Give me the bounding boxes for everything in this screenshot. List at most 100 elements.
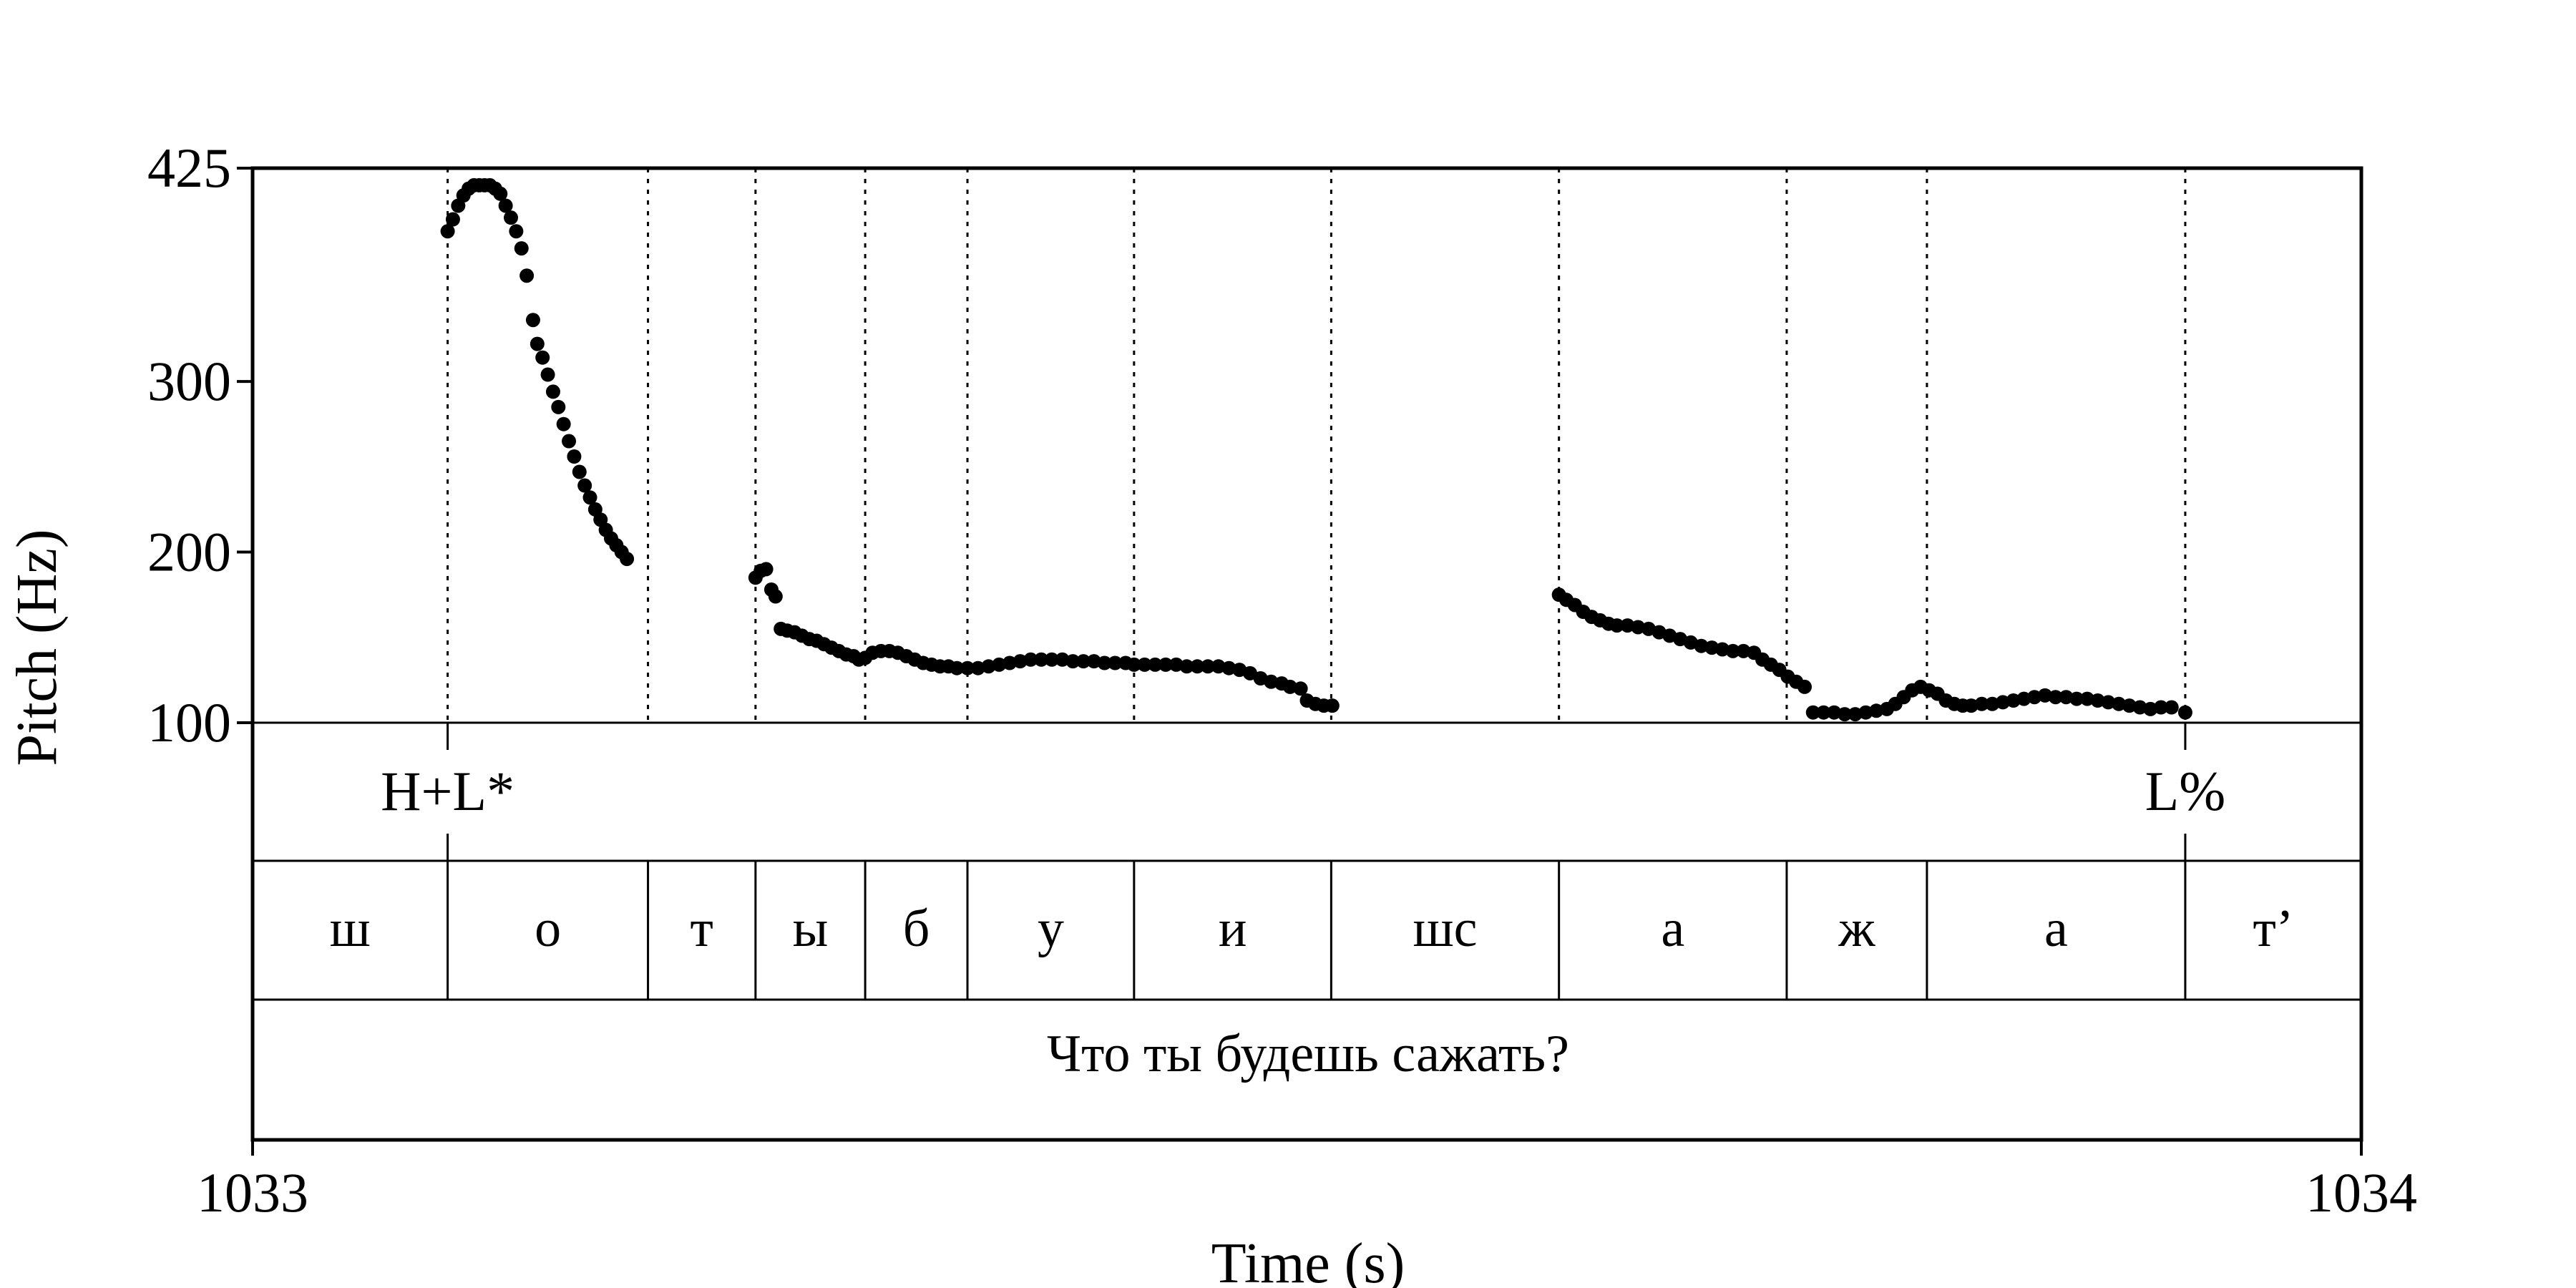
- pitch-point: [1996, 695, 2011, 710]
- pitch-point: [2143, 701, 2158, 716]
- pitch-point: [1797, 679, 1812, 694]
- tone-label: H+L*: [381, 760, 514, 822]
- x-axis-title: Time (s): [1211, 1232, 1405, 1288]
- pitch-point: [1211, 659, 1226, 674]
- segment-label: ш: [330, 899, 371, 958]
- segment-label: ж: [1838, 899, 1875, 958]
- pitch-point: [1620, 618, 1635, 633]
- pitch-point: [2122, 698, 2137, 713]
- y-axis-title: Pitch (Hz): [6, 529, 69, 766]
- pitch-point: [2037, 688, 2052, 703]
- pitch-point: [1985, 696, 2000, 711]
- pitch-point: [530, 336, 545, 351]
- pitch-point: [992, 657, 1007, 672]
- pitch-point: [556, 416, 571, 431]
- pitch-point: [519, 268, 535, 283]
- pitch-point: [1725, 643, 1740, 658]
- segment-label: шс: [1413, 899, 1478, 958]
- pitch-point: [567, 449, 582, 464]
- pitch-point: [1169, 657, 1184, 672]
- segment-label: ы: [793, 899, 829, 958]
- pitch-point: [2132, 700, 2147, 715]
- plot-frame: [250, 166, 2363, 1142]
- segment-label: а: [1661, 899, 1684, 958]
- y-tick-label: 425: [147, 137, 231, 199]
- pitch-point: [1848, 707, 1863, 722]
- pitch-point: [1065, 654, 1080, 669]
- y-tick-label: 300: [147, 350, 231, 412]
- pitch-point: [509, 224, 524, 239]
- pitch-point: [2154, 700, 2169, 715]
- pitch-point: [768, 589, 783, 604]
- pitch-point: [2112, 696, 2127, 711]
- pitch-point: [2177, 705, 2192, 720]
- pitch-point: [1126, 657, 1141, 672]
- pitch-point: [1963, 698, 1979, 713]
- pitch-point: [1190, 659, 1205, 674]
- pitch-point: [1974, 696, 1989, 711]
- y-tick-label: 200: [147, 521, 231, 583]
- pitch-point: [1694, 638, 1709, 653]
- boundary-layer: [447, 168, 2187, 723]
- pitch-point: [1097, 655, 1112, 670]
- segment-label: т: [691, 899, 713, 958]
- pitch-point: [1816, 705, 1831, 720]
- pitch-point: [970, 660, 985, 675]
- pitch-point: [1869, 703, 1884, 718]
- pitch-point: [504, 210, 519, 225]
- pitch-point: [440, 224, 455, 239]
- pitch-point: [1055, 652, 1070, 667]
- pitch-point: [1221, 660, 1236, 675]
- pitch-point: [1002, 655, 1017, 670]
- pitch-point: [1837, 707, 1852, 722]
- pitch-point: [1704, 640, 1719, 655]
- pitch-point: [1108, 655, 1123, 670]
- segment-label: а: [2044, 899, 2068, 958]
- segment-label: у: [1038, 899, 1064, 958]
- pitch-point: [577, 478, 592, 493]
- pitch-point: [562, 434, 577, 449]
- segment-label: б: [903, 899, 930, 958]
- sentence-label: Что ты будешь сажать?: [1047, 1025, 1569, 1083]
- x-tick-label: 1034: [2306, 1161, 2417, 1224]
- pitch-point: [1609, 618, 1624, 633]
- segment-label: т’: [2253, 899, 2293, 958]
- pitch-point: [1715, 642, 1730, 657]
- pitch-point: [2101, 695, 2116, 710]
- tier-layer: H+L* L% ш о т ы б у и шс а ж а т’: [330, 723, 2293, 1000]
- pitch-point: [1293, 681, 1308, 696]
- pitch-point: [2069, 691, 2084, 706]
- pitch-point: [2079, 691, 2094, 706]
- pitch-point: [545, 384, 560, 399]
- pitch-point: [1200, 659, 1215, 674]
- pitch-point: [540, 367, 555, 382]
- pitch-point: [1158, 657, 1174, 672]
- pitch-point: [2059, 690, 2074, 705]
- pitch-point: [620, 552, 635, 567]
- pitch-point: [535, 350, 550, 365]
- pitch-point: [572, 464, 587, 479]
- pitch-point: [445, 212, 460, 227]
- pitch-point: [2048, 690, 2063, 705]
- pitch-point: [1264, 674, 1279, 689]
- pitch-point: [525, 313, 540, 328]
- pitch-point: [551, 399, 566, 414]
- pitch-point: [514, 241, 529, 256]
- pitch-point: [1736, 643, 1751, 658]
- segment-label: и: [1219, 899, 1247, 958]
- x-tick-label: 1033: [197, 1161, 308, 1224]
- pitch-point: [1013, 654, 1028, 669]
- pitch-point: [960, 660, 975, 675]
- pitch-point: [1148, 657, 1163, 672]
- pitch-point: [1282, 679, 1297, 694]
- pitch-point: [1023, 652, 1038, 667]
- pitch-point: [498, 198, 513, 213]
- y-tick-label: 100: [147, 691, 231, 753]
- pitch-point: [1805, 705, 1820, 720]
- pitch-point: [758, 562, 774, 577]
- pitch-point: [1631, 620, 1646, 635]
- pitch-point: [1044, 652, 1059, 667]
- pitch-point: [1858, 705, 1873, 720]
- pitch-point: [2027, 690, 2042, 705]
